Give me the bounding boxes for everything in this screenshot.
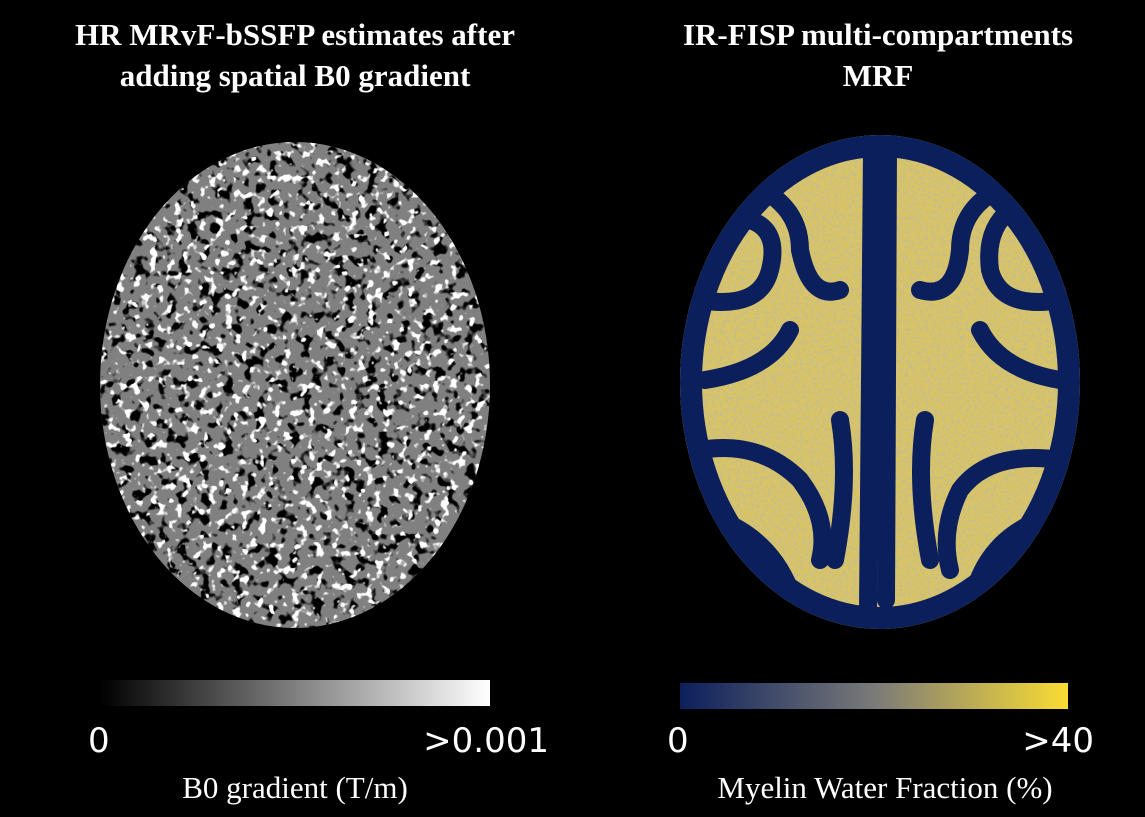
colorbar-max: >40: [1022, 721, 1094, 761]
colorbar-max: >0.001: [423, 721, 549, 761]
colorbar-min: 0: [88, 721, 110, 761]
colorbar-label: Myelin Water Fraction (%): [717, 770, 1052, 805]
panel-title: HR MRvF-bSSFP estimates after: [75, 17, 515, 52]
colorbar: [680, 683, 1068, 709]
panel-title: IR-FISP multi-compartments: [683, 17, 1073, 52]
panel-title: MRF: [843, 58, 914, 93]
texture: [100, 140, 490, 630]
b0-map: [100, 140, 490, 630]
colorbar-label: B0 gradient (T/m): [182, 770, 408, 805]
figure: HR MRvF-bSSFP estimates after adding spa…: [0, 0, 1145, 817]
colorbar-min: 0: [667, 721, 689, 761]
page: HR MRvF-bSSFP estimates after adding spa…: [0, 0, 1145, 817]
colorbar: [100, 680, 490, 706]
mwf-map: [678, 134, 1082, 632]
panel-title: adding spatial B0 gradient: [120, 58, 471, 93]
